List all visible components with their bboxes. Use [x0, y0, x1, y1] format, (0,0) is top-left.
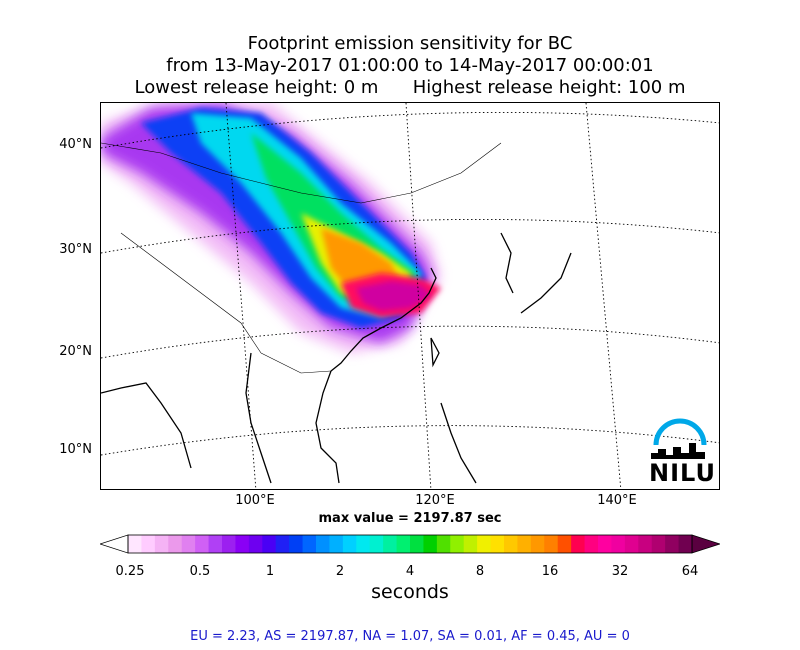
coast-philippines: [440, 402, 477, 484]
nilu-logo-text: NILU: [649, 459, 716, 487]
max-value-label: max value = 2197.87 sec: [318, 511, 502, 526]
colorbar-cell: [571, 535, 586, 553]
figure-title-line-2: from 13-May-2017 01:00:00 to 14-May-2017…: [166, 55, 654, 76]
coast-china: [330, 267, 437, 372]
colorbar-cell: [141, 535, 156, 553]
lat-label-30n: 30°N: [59, 242, 92, 257]
colorbar-tick-label: 64: [681, 564, 699, 579]
colorbar-tick-label: 1: [265, 564, 275, 579]
colorbar-cell: [504, 535, 518, 553]
colorbar-cells: [128, 535, 693, 553]
colorbar-tick-label: 32: [611, 564, 629, 579]
colorbar-cell: [208, 535, 223, 553]
colorbar-cell: [154, 535, 169, 553]
coast-india: [101, 382, 192, 469]
colorbar-cell: [316, 535, 330, 553]
colorbar-cell: [477, 535, 492, 553]
meridian-120e: [405, 103, 432, 489]
colorbar-frame: [127, 534, 693, 554]
map-svg: [101, 103, 719, 489]
figure-title-line-1: Footprint emission sensitivity for BC: [247, 33, 573, 54]
colorbar-cell: [181, 535, 196, 553]
meridian-140e: [585, 103, 622, 489]
border-mongolia: [101, 142, 502, 204]
colorbar-cell: [598, 535, 612, 553]
colorbar-cell: [638, 535, 653, 553]
border-se-asia: [260, 352, 332, 374]
colorbar-cell: [436, 535, 451, 553]
colorbar-cell: [383, 535, 398, 553]
logo-arc: [653, 418, 707, 446]
country-borders: [101, 142, 502, 374]
colorbar-cell: [678, 535, 693, 553]
parallel-10n: [101, 425, 719, 456]
colorbar-cell: [557, 535, 572, 553]
colorbar-min-extension: [100, 534, 129, 554]
parallel-20n: [101, 325, 719, 359]
map-panel: NILU: [100, 102, 720, 490]
colorbar-cell: [624, 535, 639, 553]
nilu-logo: [651, 418, 707, 459]
colorbar-tick-label: 2: [335, 564, 345, 579]
colorbar: [100, 534, 720, 554]
colorbar-cell: [463, 535, 478, 553]
lat-label-40n: 40°N: [59, 137, 92, 152]
colorbar-cell: [450, 535, 465, 553]
colorbar-tick-label: 0.25: [115, 564, 145, 579]
coast-taiwan: [430, 337, 440, 368]
lon-label-120e: 120°E: [415, 493, 455, 508]
parallel-40n: [101, 111, 719, 149]
colorbar-cell: [342, 535, 357, 553]
coast-myanmar: [245, 352, 272, 484]
colorbar-cell: [369, 535, 384, 553]
colorbar-cell: [262, 535, 277, 553]
colorbar-tick-label: 4: [405, 564, 415, 579]
colorbar-cell: [665, 535, 680, 553]
colorbar-cell: [168, 535, 183, 553]
sensitivity-plume: [101, 103, 441, 353]
colorbar-cell: [222, 535, 236, 553]
colorbar-cell: [235, 535, 250, 553]
colorbar-cell: [329, 535, 344, 553]
lat-label-10n: 10°N: [59, 442, 92, 457]
plume-layer-magenta: [356, 281, 431, 311]
border-south-asia: [120, 232, 262, 354]
colorbar-cell: [651, 535, 666, 553]
lat-label-20n: 20°N: [59, 344, 92, 359]
colorbar-cell: [517, 535, 532, 553]
coast-japan: [520, 252, 572, 314]
colorbar-cell: [128, 535, 142, 553]
region-stats: EU = 2.23, AS = 2197.87, NA = 1.07, SA =…: [190, 629, 630, 644]
figure-title-line-3: Lowest release height: 0 m Highest relea…: [134, 77, 686, 98]
meridian-100e: [225, 103, 257, 489]
coast-indochina: [315, 370, 340, 484]
graticule: [101, 103, 719, 489]
colorbar-tick-label: 0.5: [189, 564, 211, 579]
colorbar-cell: [195, 535, 210, 553]
logo-skyline: [651, 443, 705, 459]
colorbar-max-extension: [691, 534, 720, 554]
colorbar-units: seconds: [371, 581, 449, 603]
colorbar-cell: [423, 535, 438, 553]
colorbar-tick-label: 16: [541, 564, 559, 579]
colorbar-cell: [410, 535, 424, 553]
colorbar-tick-label: 8: [475, 564, 485, 579]
lon-label-100e: 100°E: [235, 493, 275, 508]
colorbar-cell: [356, 535, 371, 553]
colorbar-cell: [490, 535, 505, 553]
colorbar-cell: [289, 535, 304, 553]
lon-label-140e: 140°E: [597, 493, 637, 508]
coast-korea: [500, 232, 514, 294]
colorbar-cell: [530, 535, 545, 553]
colorbar-cell: [302, 535, 317, 553]
colorbar-cell: [275, 535, 290, 553]
colorbar-cell: [248, 535, 263, 553]
colorbar-cell: [584, 535, 599, 553]
colorbar-cell: [396, 535, 411, 553]
colorbar-cell: [611, 535, 626, 553]
colorbar-cell: [544, 535, 559, 553]
